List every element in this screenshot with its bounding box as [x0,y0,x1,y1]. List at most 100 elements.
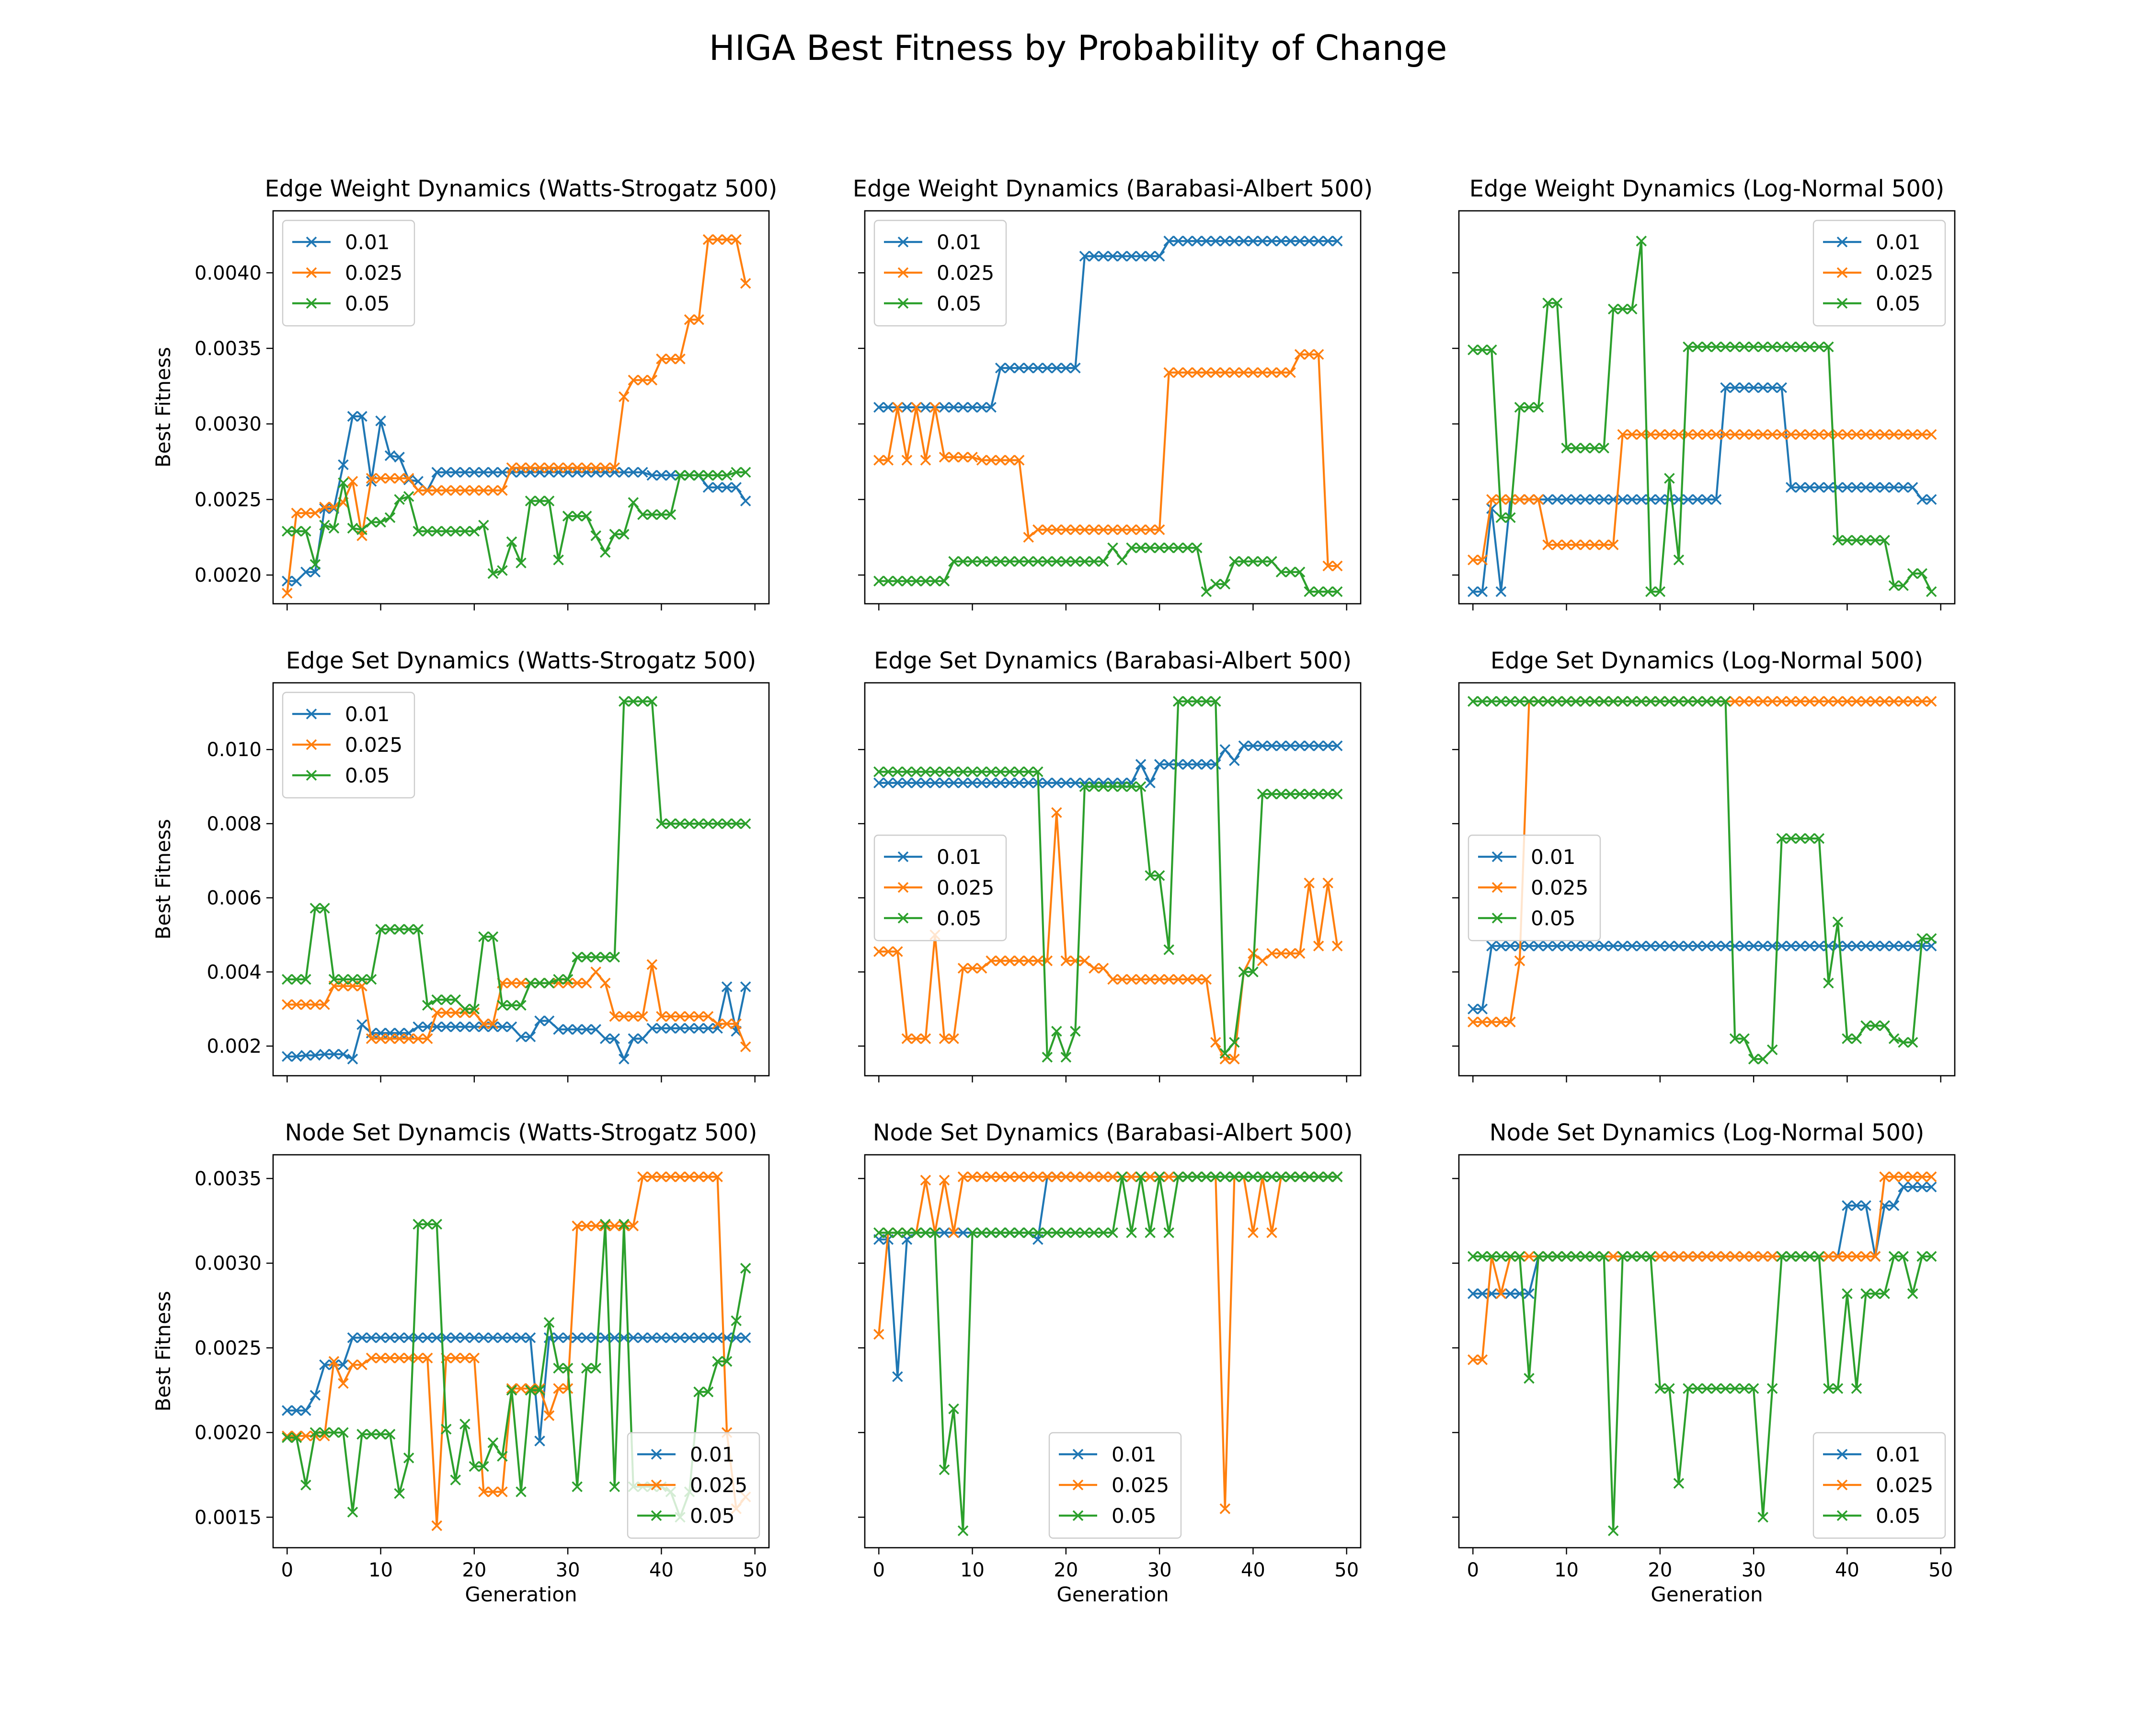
data-point [366,517,377,528]
data-point [1089,963,1100,974]
data-point [1477,1016,1488,1028]
data-point [1533,1251,1544,1262]
data-point [740,1332,751,1343]
data-point [1580,539,1591,551]
data-point [731,467,742,478]
data-point [599,952,611,963]
data-point [1542,539,1553,551]
data-point [1468,1251,1479,1262]
data-point [693,1386,704,1398]
data-point [282,1432,293,1443]
data-point [1486,494,1497,505]
data-point [487,1332,499,1343]
data-point [665,1011,677,1022]
data-point [684,314,695,325]
data-point [384,472,396,484]
data-point [1701,940,1712,952]
data-point [619,1219,630,1230]
data-point [1313,349,1324,360]
data-point [1907,1037,1918,1048]
data-point [543,462,555,473]
x-tick-label: 0 [1467,1559,1479,1581]
data-point [1275,948,1287,959]
legend-marker [306,770,317,781]
data-point [721,981,733,992]
data-point [976,1171,987,1183]
data-point [1645,1251,1656,1262]
data-point [1145,1227,1156,1238]
data-point [1739,940,1750,952]
data-point [1163,759,1174,770]
data-point [1785,696,1797,707]
data-point [1304,586,1315,598]
data-point [1617,494,1628,505]
data-point [441,467,452,478]
data-point [1729,696,1741,707]
data-point [356,524,367,535]
x-tick-label: 50 [1334,1559,1359,1581]
data-point [1692,1383,1703,1394]
data-point [394,924,405,935]
data-point [1907,568,1918,579]
data-point [1079,556,1090,567]
data-point [1524,696,1535,707]
x-tick-label: 30 [1742,1559,1766,1581]
data-point [712,470,723,481]
data-point [1692,696,1703,707]
data-point [873,575,884,586]
data-point [1331,1171,1343,1183]
legend-marker [1836,1510,1848,1521]
data-point [1869,482,1881,493]
data-point [1739,1251,1750,1262]
data-point [1182,1171,1193,1183]
data-point [459,1003,470,1015]
legend-marker [1491,851,1503,862]
data-point [394,451,405,463]
data-point [1795,429,1806,440]
data-point [347,1332,358,1343]
data-point [1154,524,1165,535]
data-point [675,818,686,829]
data-point [1776,696,1788,707]
data-point [1191,696,1203,707]
data-point [1238,1171,1250,1183]
data-point [1145,870,1156,881]
data-point [1598,539,1609,551]
data-point [1219,1048,1231,1059]
legend: 0.01 0.025 0.05 [1812,219,1946,327]
data-point [1079,251,1090,262]
data-point [1842,940,1853,952]
data-point [328,1427,340,1438]
data-point [469,1461,480,1472]
data-point [1598,696,1609,707]
data-point [929,777,940,789]
data-point [310,1390,321,1401]
data-point [1163,367,1174,378]
data-point [1468,344,1479,356]
data-point [478,1461,489,1472]
data-point [967,402,978,413]
data-point [901,777,913,789]
data-point [948,1227,959,1238]
data-point [1322,877,1333,889]
data-point [1331,560,1343,572]
data-point [1004,1171,1015,1183]
data-point [1570,1251,1582,1262]
data-point [506,1332,517,1343]
data-point [553,1383,564,1394]
data-point [1720,1383,1731,1394]
data-point [525,467,536,478]
data-point [1098,1227,1109,1238]
data-point [995,1171,1006,1183]
data-point [1032,362,1044,374]
data-point [1248,367,1259,378]
legend-label: 0.05 [1531,907,1576,930]
data-point [1869,696,1881,707]
data-point [282,999,293,1010]
data-point [1266,1227,1277,1238]
data-point [1116,554,1128,565]
data-point [740,1263,751,1274]
data-point [1580,940,1591,952]
data-point [516,978,527,989]
legend-marker [1491,882,1503,893]
